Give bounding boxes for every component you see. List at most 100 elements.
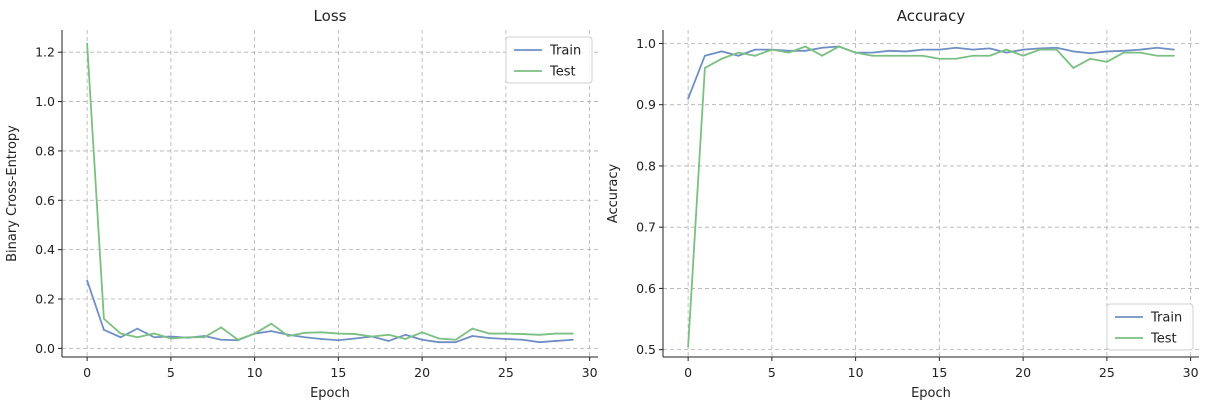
- data-point-train: [988, 47, 991, 50]
- x-tick-label: 30: [582, 365, 598, 380]
- x-tick-label: 30: [1183, 365, 1199, 380]
- data-point-train: [804, 49, 807, 52]
- x-tick-label: 5: [167, 365, 175, 380]
- data-point-test: [837, 45, 840, 48]
- data-point-test: [437, 337, 440, 340]
- data-point-test: [1005, 48, 1008, 51]
- data-point-test: [1072, 67, 1075, 69]
- data-point-train: [1072, 50, 1075, 53]
- data-point-test: [938, 57, 941, 60]
- data-point-train: [888, 49, 891, 52]
- data-point-train: [1089, 52, 1092, 55]
- data-point-train: [169, 335, 172, 338]
- data-point-train: [921, 48, 924, 51]
- data-point-train: [1055, 46, 1058, 49]
- data-point-test: [787, 51, 790, 54]
- y-tick-label: 0.6: [35, 193, 55, 208]
- data-point-test: [337, 332, 340, 335]
- data-point-test: [1139, 51, 1142, 54]
- data-point-train: [404, 333, 407, 336]
- y-tick-label: 0.5: [636, 342, 656, 357]
- data-point-test: [1122, 51, 1125, 54]
- data-point-train: [871, 51, 874, 54]
- data-point-train: [387, 340, 390, 342]
- y-tick-label: 0.0: [35, 341, 55, 356]
- data-point-test: [404, 338, 407, 340]
- x-tick-label: 0: [83, 365, 91, 380]
- x-tick-label: 25: [498, 365, 514, 380]
- x-tick-label: 20: [1015, 365, 1031, 380]
- data-point-test: [421, 331, 424, 334]
- legend-label-train: Train: [549, 44, 581, 59]
- accuracy-panel: 0 5 10 15 20 25 30 0.5 0.6 0.7 0.8 0.9 1.0 Accuracy Ep…: [606, 7, 1199, 401]
- data-point-test: [804, 45, 807, 48]
- data-point-test: [754, 54, 757, 57]
- data-point-test: [471, 327, 474, 330]
- data-point-train: [521, 338, 524, 341]
- data-point-train: [1022, 48, 1025, 51]
- data-point-test: [119, 332, 122, 335]
- y-tick-label: 0.9: [636, 97, 656, 112]
- data-point-test: [955, 57, 958, 60]
- x-tick-label: 25: [1099, 365, 1115, 380]
- data-point-train: [737, 54, 740, 57]
- data-point-test: [854, 51, 857, 54]
- data-point-train: [938, 48, 941, 51]
- data-point-test: [871, 54, 874, 57]
- x-tick-label: 15: [330, 365, 346, 380]
- data-point-test: [153, 332, 156, 335]
- data-point-train: [504, 338, 507, 340]
- data-point-train: [1122, 49, 1125, 52]
- data-point-test: [488, 332, 491, 335]
- y-axis-label: Binary Cross-Entropy: [5, 125, 20, 262]
- y-tick-label: 0.8: [636, 158, 656, 173]
- data-point-train: [555, 340, 558, 342]
- data-point-test: [555, 332, 558, 335]
- data-point-test: [1105, 60, 1108, 63]
- data-point-test: [1172, 54, 1175, 57]
- data-point-test: [988, 54, 991, 57]
- series-line-train: [86, 280, 573, 344]
- y-tick-label: 1.0: [35, 94, 55, 109]
- x-tick-label: 15: [931, 365, 947, 380]
- data-point-test: [720, 57, 723, 60]
- data-point-train: [1172, 48, 1175, 51]
- data-point-train: [303, 336, 306, 339]
- data-point-test: [921, 54, 924, 57]
- y-tick-label: 0.2: [35, 292, 55, 307]
- x-tick-label: 10: [848, 365, 864, 380]
- y-axis-label: Accuracy: [606, 164, 621, 224]
- data-point-train: [538, 341, 541, 344]
- data-point-test: [220, 326, 223, 329]
- data-point-test: [270, 322, 273, 325]
- data-point-test: [1156, 54, 1159, 57]
- x-tick-label: 5: [768, 365, 776, 380]
- chart-title: Accuracy: [897, 7, 966, 25]
- data-point-train: [754, 48, 757, 51]
- data-point-test: [737, 51, 740, 54]
- x-axis-label: Epoch: [911, 386, 951, 401]
- x-tick-label: 10: [247, 365, 263, 380]
- data-point-train: [437, 341, 440, 344]
- data-point-test: [1089, 57, 1092, 60]
- x-tick-label: 20: [414, 365, 430, 380]
- data-point-train: [220, 338, 223, 341]
- legend-label-train: Train: [1150, 311, 1182, 326]
- data-point-train: [488, 337, 491, 339]
- y-tick-label: 1.0: [636, 36, 656, 51]
- data-point-test: [236, 338, 239, 341]
- data-point-train: [421, 338, 424, 341]
- data-point-test: [703, 67, 706, 69]
- data-point-train: [471, 335, 474, 337]
- data-point-train: [787, 49, 790, 52]
- loss-panel: 0 5 10 15 20 25 30 0.0 0.2 0.4 0.6 0.8 1.0 1.2 Loss Epo…: [5, 7, 598, 401]
- data-point-test: [971, 54, 974, 57]
- data-point-train: [571, 338, 574, 341]
- data-point-train: [1156, 46, 1159, 49]
- data-point-train: [971, 48, 974, 51]
- data-point-train: [270, 330, 273, 332]
- series-line-train: [687, 45, 1174, 99]
- data-point-test: [904, 54, 907, 57]
- data-point-train: [320, 338, 323, 340]
